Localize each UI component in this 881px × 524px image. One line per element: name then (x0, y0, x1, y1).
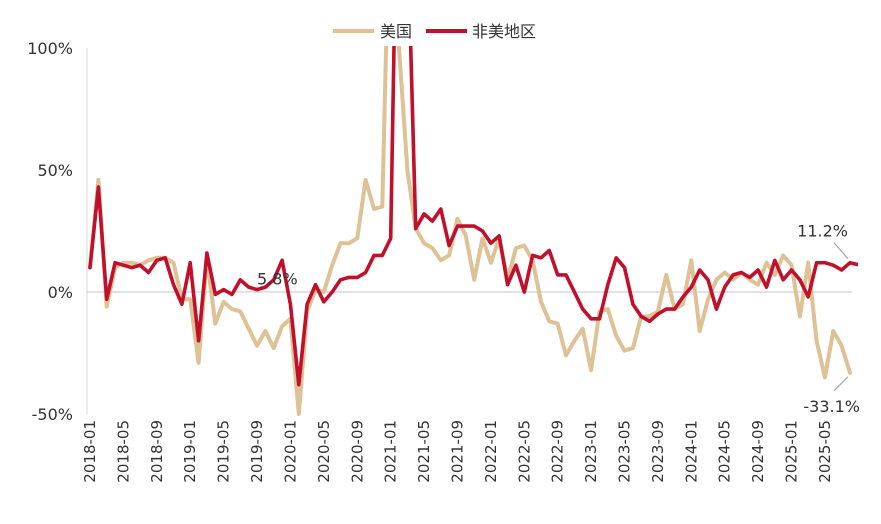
x-tick-label: 2020-01 (281, 420, 299, 483)
x-tick-label: 2020-05 (315, 420, 333, 483)
legend-label-us: 美国 (380, 22, 412, 41)
x-tick-label: 2023-05 (616, 420, 634, 483)
series-line-nonus (88, 46, 858, 387)
data-label-us: -33.1% (803, 397, 860, 416)
y-tick-label: -50% (32, 405, 73, 424)
legend: 美国 非美地区 (333, 22, 536, 41)
x-tick-label: 2020-09 (348, 420, 366, 483)
x-tick-label: 2024-05 (716, 420, 734, 483)
x-tick-label: 2024-01 (682, 420, 700, 483)
y-tick-label: 50% (37, 161, 73, 180)
leader-line-nonus (833, 242, 849, 260)
x-tick-label: 2021-09 (448, 420, 466, 483)
x-tick-label: 2025-01 (783, 420, 801, 483)
x-tick-label: 2021-05 (415, 420, 433, 483)
leader-line-us (833, 376, 849, 392)
x-tick-label: 2022-05 (515, 420, 533, 483)
x-tick-label: 2018-05 (114, 420, 132, 483)
data-label-nonus: 11.2% (797, 222, 848, 241)
x-tick-label: 2019-01 (181, 420, 199, 483)
x-tick-label: 2018-09 (148, 420, 166, 483)
axes: -50% 0% 50% 100% 2018-01 2018-05 2018-09 2019-0… (27, 39, 852, 483)
x-tick-label: 2024-09 (749, 420, 767, 483)
x-tick-label: 2023-01 (582, 420, 600, 483)
y-tick-label: 0% (48, 283, 73, 302)
plot-area (88, 46, 858, 416)
annotation-label: 5.8% (257, 270, 298, 289)
legend-label-nonus: 非美地区 (472, 22, 536, 41)
series-line-us (88, 46, 852, 416)
x-tick-label: 2021-01 (382, 420, 400, 483)
x-tick-label: 2018-01 (81, 420, 99, 483)
data-labels: 11.2% -33.1% 5.8% (257, 222, 860, 416)
x-tick-label: 2019-09 (248, 420, 266, 483)
x-tick-label: 2023-09 (649, 420, 667, 483)
x-tick-label: 2022-09 (549, 420, 567, 483)
x-tick-label: 2025-05 (816, 420, 834, 483)
x-tick-label: 2022-01 (482, 420, 500, 483)
y-tick-label: 100% (27, 39, 73, 58)
x-tick-label: 2019-05 (215, 420, 233, 483)
